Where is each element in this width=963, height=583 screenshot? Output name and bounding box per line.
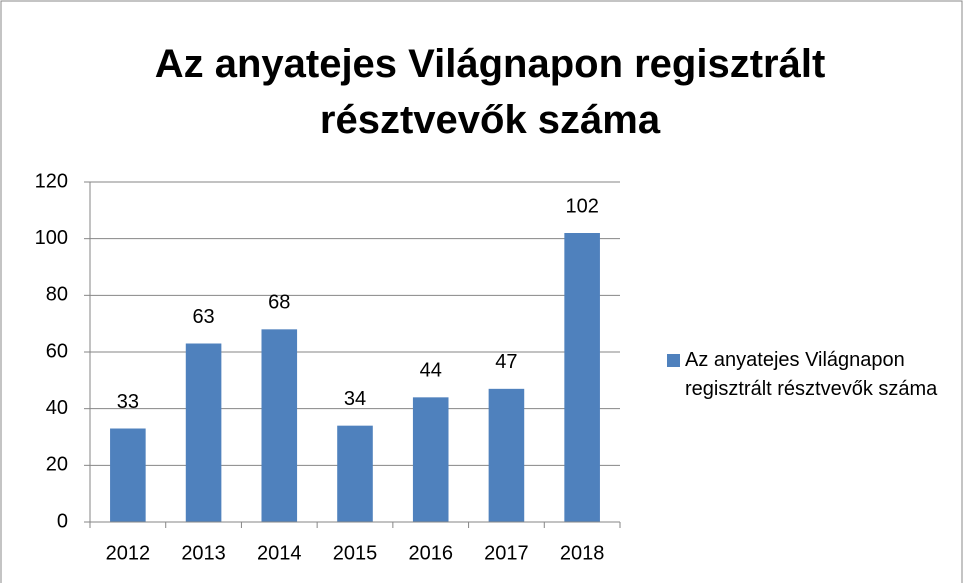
bar: [412, 397, 449, 522]
data-label: 47: [495, 351, 517, 373]
data-label: 102: [565, 195, 598, 217]
x-tick-label: 2017: [484, 542, 529, 564]
y-tick-label: 120: [35, 170, 68, 192]
x-tick-label: 2014: [257, 542, 302, 564]
x-tick-label: 2012: [106, 542, 151, 564]
bar: [110, 428, 146, 522]
legend-key: [667, 354, 680, 367]
data-label: 44: [420, 360, 442, 382]
x-tick-label: 2015: [333, 542, 378, 564]
data-label: 34: [344, 388, 366, 410]
y-tick-label: 60: [46, 340, 68, 362]
y-tick-label: 20: [46, 454, 68, 476]
chart-title: Az anyatejes Világnapon regisztrált rész…: [154, 42, 826, 142]
data-label: 33: [117, 391, 139, 413]
y-tick-label: 100: [35, 227, 68, 249]
y-tick-label: 0: [57, 510, 68, 532]
x-tick-label: 2016: [408, 542, 453, 564]
x-tick-label: 2018: [560, 542, 605, 564]
legend-label: Az anyatejes Világnapon regisztrált rész…: [685, 349, 938, 400]
bar: [564, 233, 600, 522]
legend: Az anyatejes Világnapon regisztrált rész…: [667, 346, 957, 404]
x-tick-label: 2013: [181, 542, 226, 564]
bar: [185, 343, 222, 522]
data-label: 68: [268, 292, 290, 314]
bar: [337, 425, 373, 522]
data-label: 63: [192, 306, 214, 328]
bar: [488, 388, 525, 522]
bar: [261, 329, 298, 522]
y-tick-label: 40: [46, 397, 68, 419]
y-tick-label: 80: [46, 284, 68, 306]
